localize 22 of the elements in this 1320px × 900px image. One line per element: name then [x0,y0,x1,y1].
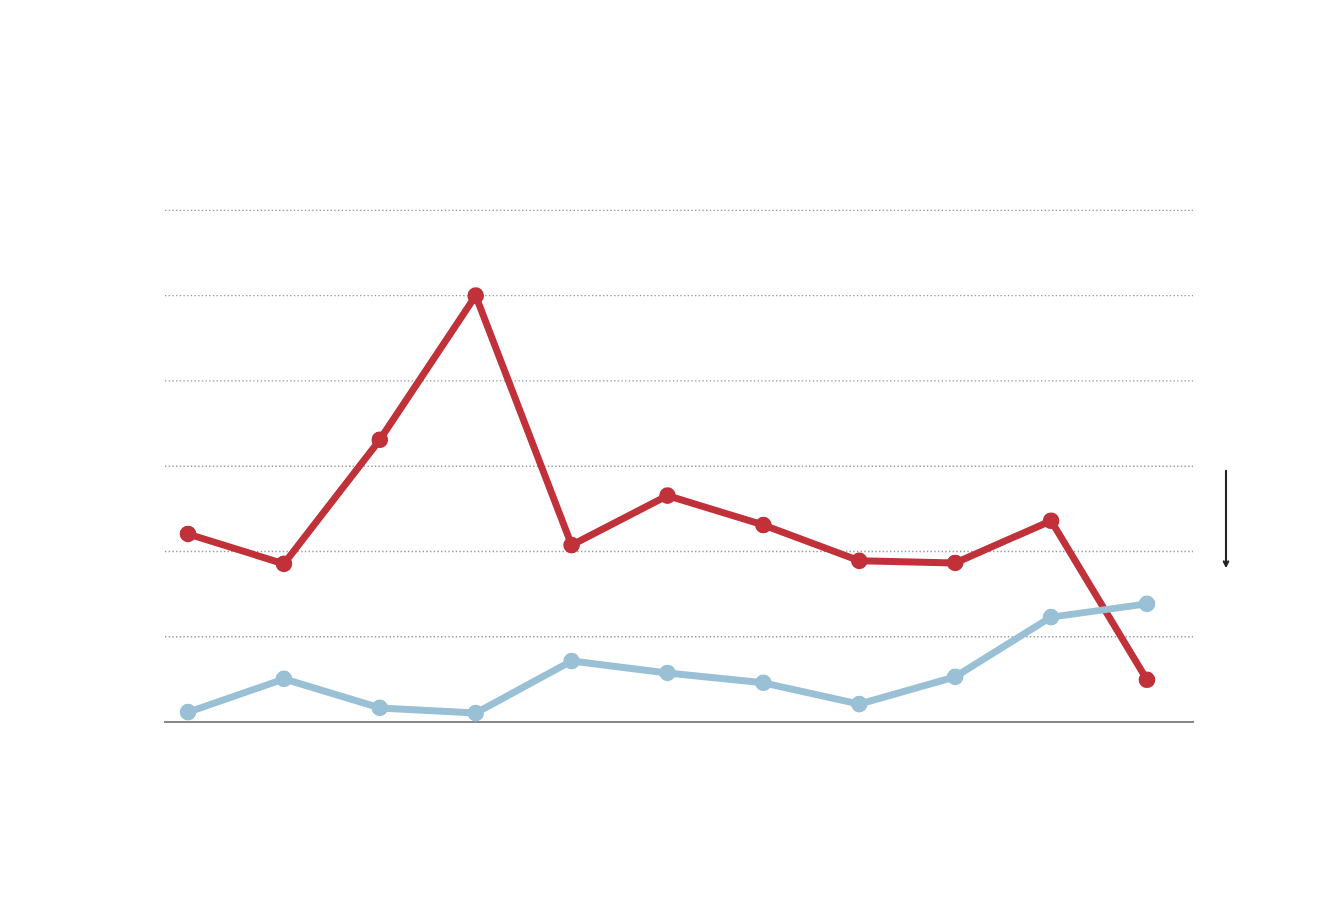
point [275,555,293,573]
point [659,487,676,504]
point [1042,608,1060,626]
point [371,699,389,717]
point [946,554,964,572]
point [179,703,197,721]
point [371,431,389,449]
point [563,536,580,554]
point [563,652,580,670]
point [755,674,772,692]
point [467,287,485,304]
point [467,704,485,722]
point [755,516,772,534]
point [946,668,964,686]
point [850,552,868,570]
point [1138,671,1156,689]
point [659,664,676,682]
point [1138,595,1156,613]
point [275,670,293,688]
point [850,695,868,713]
point [1042,512,1060,530]
point [179,525,197,543]
